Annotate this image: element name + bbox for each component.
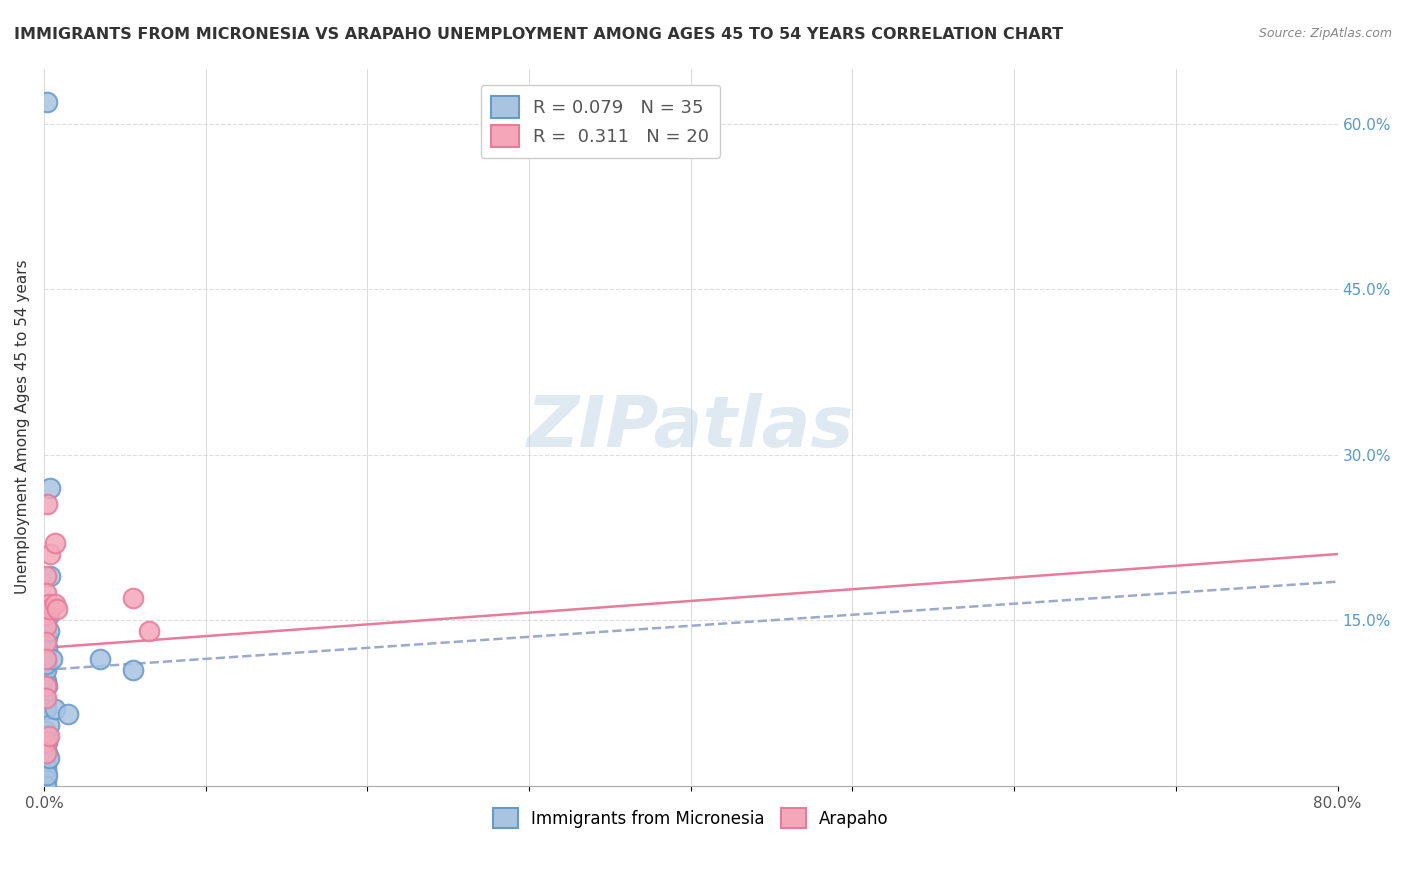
Point: [41, 652, 63, 666]
Point: [39, 481, 62, 495]
Point: [34, 635, 56, 649]
Point: [34, 673, 56, 688]
Point: [38, 602, 60, 616]
Point: [37, 497, 59, 511]
Point: [38, 718, 60, 732]
Point: [37, 746, 59, 760]
Point: [34, 652, 56, 666]
Point: [37, 729, 59, 743]
Point: [34, 696, 56, 710]
Point: [45, 602, 67, 616]
Text: ZIPatlas: ZIPatlas: [527, 392, 855, 462]
Y-axis label: Unemployment Among Ages 45 to 54 years: Unemployment Among Ages 45 to 54 years: [15, 260, 30, 594]
Point: [38, 751, 60, 765]
Point: [38, 729, 60, 743]
Point: [34, 773, 56, 788]
Point: [38, 597, 60, 611]
Point: [34, 569, 56, 583]
Point: [38, 624, 60, 639]
Point: [37, 680, 59, 694]
Point: [34, 734, 56, 748]
Point: [34, 663, 56, 677]
Point: [44, 536, 66, 550]
Point: [37, 734, 59, 748]
Point: [34, 734, 56, 748]
Point: [34, 619, 56, 633]
Point: [34, 619, 56, 633]
Point: [34, 723, 56, 738]
Point: [34, 607, 56, 622]
Point: [34, 585, 56, 599]
Point: [121, 591, 143, 606]
Point: [34, 690, 56, 705]
Point: [34, 746, 56, 760]
Text: IMMIGRANTS FROM MICRONESIA VS ARAPAHO UNEMPLOYMENT AMONG AGES 45 TO 54 YEARS COR: IMMIGRANTS FROM MICRONESIA VS ARAPAHO UN…: [14, 27, 1063, 42]
Point: [34, 680, 56, 694]
Point: [34, 701, 56, 715]
Point: [34, 768, 56, 782]
Point: [121, 663, 143, 677]
Point: [34, 756, 56, 771]
Text: Source: ZipAtlas.com: Source: ZipAtlas.com: [1258, 27, 1392, 40]
Point: [34, 762, 56, 776]
Point: [39, 547, 62, 561]
Point: [56, 707, 79, 722]
Point: [37, 640, 59, 655]
Legend: Immigrants from Micronesia, Arapaho: Immigrants from Micronesia, Arapaho: [486, 801, 896, 835]
Point: [34, 657, 56, 672]
Point: [39, 602, 62, 616]
Point: [44, 597, 66, 611]
Point: [34, 779, 56, 793]
Point: [37, 630, 59, 644]
Point: [39, 569, 62, 583]
Point: [38, 607, 60, 622]
Point: [37, 95, 59, 109]
Point: [44, 701, 66, 715]
Point: [34, 746, 56, 760]
Point: [89, 652, 111, 666]
Point: [37, 768, 59, 782]
Point: [138, 624, 160, 639]
Point: [34, 680, 56, 694]
